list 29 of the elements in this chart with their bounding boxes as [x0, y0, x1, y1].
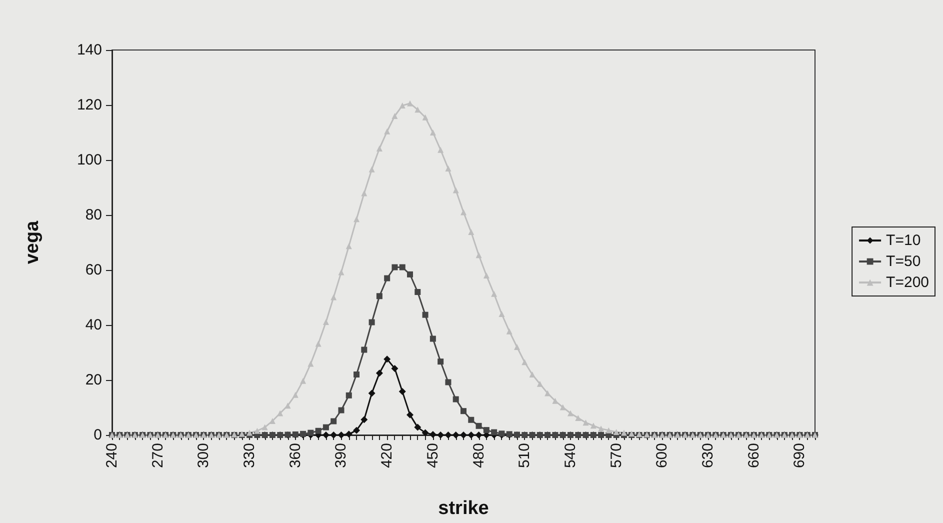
y-axis-title: vega — [22, 220, 43, 264]
x-tick-label: 450 — [424, 443, 442, 468]
x-tick-label: 630 — [700, 443, 717, 468]
x-tick-label: 510 — [516, 443, 534, 468]
y-tick-label: 0 — [94, 426, 102, 444]
x-tick-label: 480 — [470, 443, 488, 468]
y-tick-label: 100 — [76, 152, 102, 168]
y-tick-label: 40 — [85, 316, 102, 334]
x-tick-label: 390 — [332, 443, 350, 468]
x-tick-label: 570 — [608, 443, 625, 468]
x-tick-label: 360 — [286, 443, 304, 468]
y-tick-label: 60 — [85, 262, 102, 278]
x-tick-label: 240 — [104, 443, 120, 468]
legend-label: T=50 — [886, 253, 921, 270]
x-tick-label: 330 — [241, 443, 258, 468]
legend-label: T=200 — [886, 274, 930, 291]
x-tick-label: 690 — [791, 443, 808, 468]
y-tick-label: 140 — [76, 42, 102, 58]
x-tick-label: 660 — [745, 443, 762, 468]
y-tick-label: 80 — [85, 206, 102, 224]
x-axis-title: strike — [438, 498, 489, 519]
x-tick-label: 270 — [149, 443, 166, 468]
x-tick-label: 420 — [378, 443, 396, 468]
y-tick-label: 120 — [76, 96, 102, 114]
x-tick-label: 540 — [562, 443, 579, 468]
y-tick-label: 20 — [85, 372, 102, 388]
legend-label: T=10 — [886, 232, 921, 249]
x-tick-label: 300 — [195, 443, 212, 468]
x-tick-label: 600 — [654, 443, 671, 468]
